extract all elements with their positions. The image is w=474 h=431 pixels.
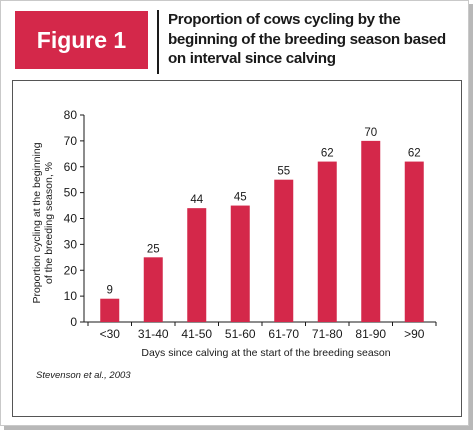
source-citation: Stevenson et al., 2003	[36, 370, 131, 381]
y-tick-label: 50	[64, 186, 78, 200]
x-tick-label: 61-70	[268, 327, 299, 341]
bar	[404, 161, 424, 322]
bar	[230, 205, 250, 322]
bar	[187, 208, 207, 322]
x-tick-label: 31-40	[138, 327, 169, 341]
figure-label-tab: Figure 1	[15, 11, 148, 69]
y-tick-label: 10	[64, 289, 78, 303]
y-axis-label-line-2: of the breeding season, %	[43, 162, 55, 284]
x-tick-label: >90	[404, 327, 425, 341]
y-tick-label: 60	[64, 160, 78, 174]
x-tick-label: <30	[100, 327, 121, 341]
bar-value-label: 62	[408, 148, 421, 160]
figure-title: Proportion of cows cycling by the beginn…	[157, 10, 467, 74]
y-tick-label: 40	[64, 212, 78, 226]
bar-value-label: 25	[147, 243, 160, 255]
bar-value-label: 62	[321, 148, 334, 160]
y-tick-label: 30	[64, 237, 78, 251]
y-tick-label: 70	[64, 134, 78, 148]
y-tick-label: 20	[64, 263, 78, 277]
y-tick-label: 0	[70, 315, 77, 329]
y-axis-label-line-1: Proportion cycling at the beginning	[31, 142, 43, 303]
bar	[274, 179, 294, 322]
x-tick-label: 41-50	[181, 327, 212, 341]
bar-value-label: 55	[277, 166, 290, 178]
y-tick-label: 80	[64, 108, 78, 122]
bar-value-label: 45	[234, 192, 247, 204]
x-tick-label: 71-80	[312, 327, 343, 341]
bar-value-label: 9	[107, 285, 113, 297]
x-axis-label: Days since calving at the start of the b…	[141, 347, 390, 359]
bar	[100, 298, 120, 322]
bar	[361, 140, 381, 322]
x-tick-label: 81-90	[355, 327, 386, 341]
x-tick-label: 51-60	[225, 327, 256, 341]
bar	[317, 161, 337, 322]
bar-value-label: 70	[364, 127, 377, 139]
bar-value-label: 44	[190, 194, 203, 206]
bar	[143, 257, 163, 322]
